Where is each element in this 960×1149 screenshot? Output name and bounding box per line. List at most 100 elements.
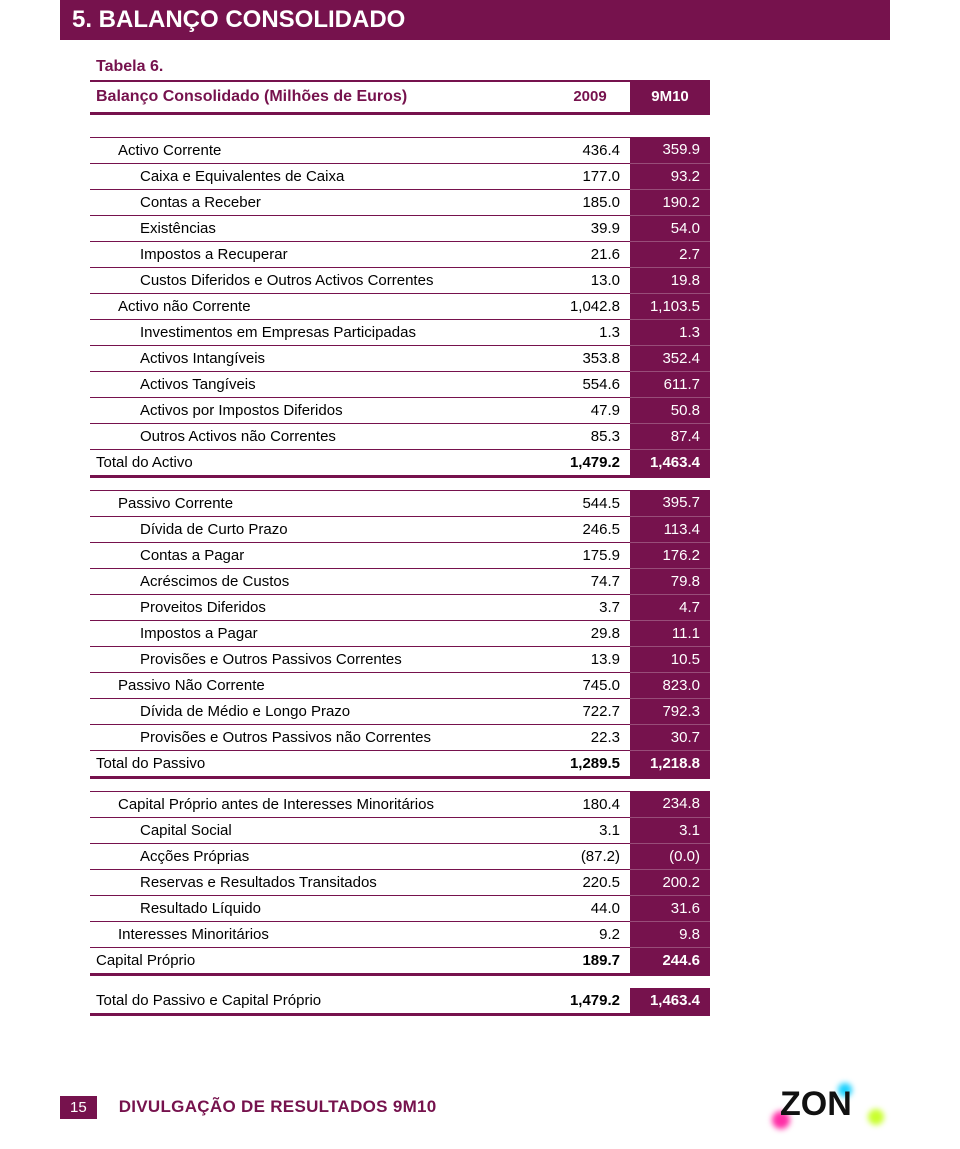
table-header-row: Balanço Consolidado (Milhões de Euros) 2… (90, 80, 710, 115)
table-row: Outros Activos não Correntes85.387.4 (90, 424, 710, 450)
cell-9m10: 93.2 (630, 164, 710, 190)
table-row: Passivo Corrente544.5395.7 (90, 490, 710, 517)
cell-9m10: 19.8 (630, 268, 710, 294)
cell-9m10: (0.0) (630, 844, 710, 870)
cell-2009: 74.7 (550, 569, 630, 595)
cell-9m10: 113.4 (630, 517, 710, 543)
cell-9m10: 31.6 (630, 896, 710, 922)
row-label: Activo Corrente (90, 137, 550, 164)
table-row: Caixa e Equivalentes de Caixa177.093.2 (90, 164, 710, 190)
row-label: Existências (90, 216, 550, 242)
cell-2009: 1,042.8 (550, 294, 630, 320)
cell-2009: 177.0 (550, 164, 630, 190)
row-label: Passivo Não Corrente (90, 673, 550, 699)
cell-2009: 1,479.2 (550, 988, 630, 1016)
cell-2009: 220.5 (550, 870, 630, 896)
cell-2009: 22.3 (550, 725, 630, 751)
row-label: Acréscimos de Custos (90, 569, 550, 595)
cell-2009: 554.6 (550, 372, 630, 398)
cell-2009: 3.7 (550, 595, 630, 621)
row-label: Contas a Pagar (90, 543, 550, 569)
table-row: Activos por Impostos Diferidos47.950.8 (90, 398, 710, 424)
row-label: Dívida de Médio e Longo Prazo (90, 699, 550, 725)
row-label: Dívida de Curto Prazo (90, 517, 550, 543)
cell-9m10: 87.4 (630, 424, 710, 450)
table-row: Capital Social3.13.1 (90, 818, 710, 844)
table-row: Activos Intangíveis353.8352.4 (90, 346, 710, 372)
cell-2009: 13.9 (550, 647, 630, 673)
cell-9m10: 1,218.8 (630, 751, 710, 779)
cell-2009: 353.8 (550, 346, 630, 372)
cell-2009: 29.8 (550, 621, 630, 647)
cell-2009: 44.0 (550, 896, 630, 922)
row-label: Provisões e Outros Passivos não Corrente… (90, 725, 550, 751)
table-row: Capital Próprio189.7244.6 (90, 948, 710, 976)
cell-9m10: 200.2 (630, 870, 710, 896)
footer-text: DIVULGAÇÃO DE RESULTADOS 9M10 (119, 1097, 437, 1117)
spacer (90, 779, 710, 791)
cell-2009: 544.5 (550, 490, 630, 517)
footer-left: 15 DIVULGAÇÃO DE RESULTADOS 9M10 (60, 1096, 437, 1119)
table-row: Impostos a Pagar29.811.1 (90, 621, 710, 647)
table-row: Provisões e Outros Passivos não Corrente… (90, 725, 710, 751)
table-row: Acréscimos de Custos74.779.8 (90, 569, 710, 595)
cell-9m10: 1,463.4 (630, 450, 710, 478)
row-label: Proveitos Diferidos (90, 595, 550, 621)
row-label: Activos Tangíveis (90, 372, 550, 398)
logo-glow-icon (868, 1109, 884, 1125)
cell-9m10: 54.0 (630, 216, 710, 242)
table-row: Existências39.954.0 (90, 216, 710, 242)
table-row: Contas a Receber185.0190.2 (90, 190, 710, 216)
row-label: Activos por Impostos Diferidos (90, 398, 550, 424)
table-row: Reservas e Resultados Transitados220.520… (90, 870, 710, 896)
table-row: Investimentos em Empresas Participadas1.… (90, 320, 710, 346)
table-row: Provisões e Outros Passivos Correntes13.… (90, 647, 710, 673)
cell-9m10: 1,463.4 (630, 988, 710, 1016)
cell-9m10: 9.8 (630, 922, 710, 948)
cell-2009: 9.2 (550, 922, 630, 948)
row-label: Contas a Receber (90, 190, 550, 216)
cell-2009: 3.1 (550, 818, 630, 844)
cell-9m10: 79.8 (630, 569, 710, 595)
table-row: Total do Passivo e Capital Próprio1,479.… (90, 988, 710, 1016)
row-label: Caixa e Equivalentes de Caixa (90, 164, 550, 190)
logo-text: ZON (780, 1085, 852, 1124)
table-row: Dívida de Curto Prazo246.5113.4 (90, 517, 710, 543)
page-number: 15 (60, 1096, 97, 1119)
row-label: Impostos a Recuperar (90, 242, 550, 268)
cell-2009: 85.3 (550, 424, 630, 450)
cell-9m10: 823.0 (630, 673, 710, 699)
cell-2009: 21.6 (550, 242, 630, 268)
cell-9m10: 234.8 (630, 791, 710, 818)
spacer (90, 478, 710, 490)
cell-2009: 1,479.2 (550, 450, 630, 478)
table-row: Custos Diferidos e Outros Activos Corren… (90, 268, 710, 294)
cell-9m10: 395.7 (630, 490, 710, 517)
table-label: Tabela 6. (96, 58, 710, 76)
cell-9m10: 244.6 (630, 948, 710, 976)
cell-9m10: 11.1 (630, 621, 710, 647)
row-label: Passivo Corrente (90, 490, 550, 517)
row-label: Activos Intangíveis (90, 346, 550, 372)
cell-2009: (87.2) (550, 844, 630, 870)
spacer (90, 115, 710, 137)
section-title: 5. BALANÇO CONSOLIDADO (60, 0, 890, 40)
cell-2009: 436.4 (550, 137, 630, 164)
cell-2009: 722.7 (550, 699, 630, 725)
table-row: Resultado Líquido44.031.6 (90, 896, 710, 922)
col-header-9m10: 9M10 (630, 82, 710, 112)
row-label: Acções Próprias (90, 844, 550, 870)
cell-9m10: 30.7 (630, 725, 710, 751)
row-label: Impostos a Pagar (90, 621, 550, 647)
table-row: Passivo Não Corrente745.0823.0 (90, 673, 710, 699)
cell-9m10: 4.7 (630, 595, 710, 621)
table-row: Impostos a Recuperar21.62.7 (90, 242, 710, 268)
cell-2009: 189.7 (550, 948, 630, 976)
row-label: Capital Social (90, 818, 550, 844)
row-label: Investimentos em Empresas Participadas (90, 320, 550, 346)
cell-9m10: 792.3 (630, 699, 710, 725)
cell-9m10: 176.2 (630, 543, 710, 569)
row-label: Total do Passivo (90, 751, 550, 779)
row-label: Capital Próprio antes de Interesses Mino… (90, 791, 550, 818)
table-row: Interesses Minoritários9.29.8 (90, 922, 710, 948)
